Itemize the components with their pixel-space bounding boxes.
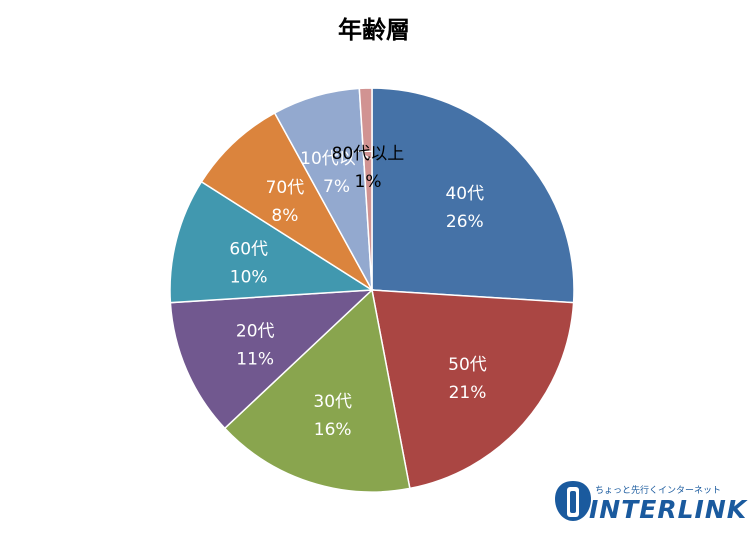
slice-category-label-2: 30代 [313,392,352,412]
pie-slice-1 [371,289,575,490]
slice-category-label-7: 80代以上 [332,144,405,164]
pie-slice-4 [169,180,375,304]
pie-slice-3 [169,289,375,430]
pie-slice-0 [371,87,575,304]
pie-slice-5 [200,111,373,291]
slice-category-label-4: 60代 [229,239,268,259]
slice-category-label-1: 50代 [448,355,487,375]
slice-value-label-6: 7% [323,177,350,197]
slice-value-label-4: 10% [230,267,268,287]
slice-category-label-5: 70代 [266,178,305,198]
slice-value-label-0: 26% [446,212,484,232]
chart-title: 年齢層 [338,16,410,44]
slice-category-label-0: 40代 [445,184,484,204]
pie-slice-2 [223,288,411,493]
pie-slice-7 [358,87,373,291]
slice-value-label-7: 1% [355,172,382,192]
logo-name: INTERLINK [589,495,748,524]
slice-value-label-2: 16% [314,420,352,440]
slice-value-label-5: 8% [271,206,298,226]
slice-category-label-6: 10代以下 [300,149,373,169]
logo-tagline: ちょっと先行くインターネット [595,486,722,496]
slice-category-label-3: 20代 [236,322,275,342]
slice-value-label-3: 11% [236,350,274,370]
interlink-logo-mark-icon [555,481,591,521]
slice-value-label-1: 21% [449,383,487,403]
interlink-logo: ちょっと先行くインターネット INTERLINK [553,475,746,525]
